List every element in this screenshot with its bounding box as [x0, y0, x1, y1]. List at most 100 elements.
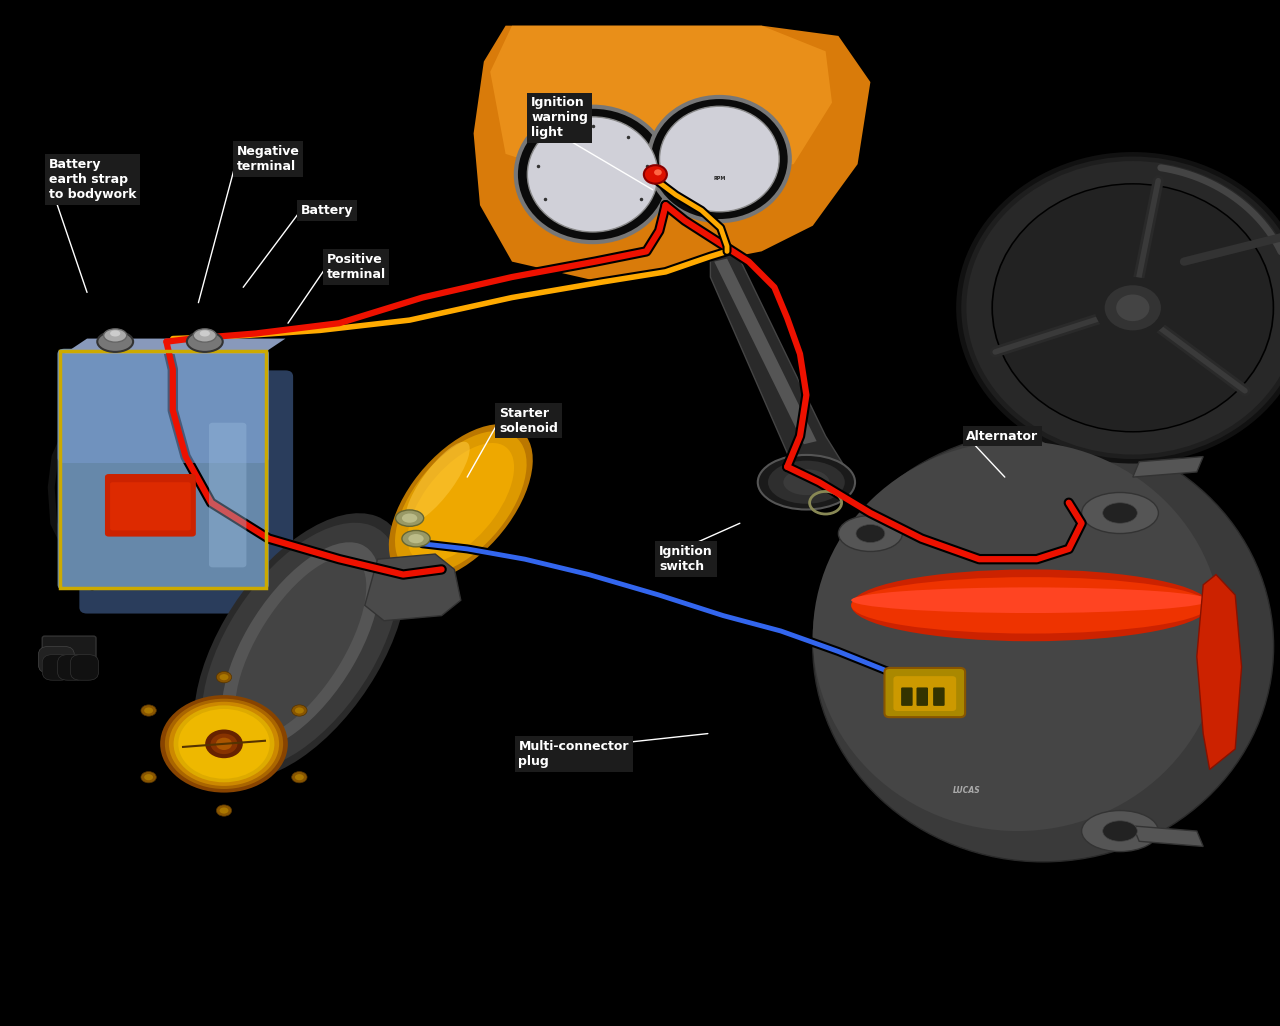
Ellipse shape: [141, 705, 156, 716]
Ellipse shape: [649, 97, 790, 222]
Ellipse shape: [758, 455, 855, 510]
FancyBboxPatch shape: [105, 474, 196, 537]
Ellipse shape: [1105, 285, 1161, 330]
FancyBboxPatch shape: [79, 370, 293, 614]
Ellipse shape: [966, 161, 1280, 455]
Polygon shape: [1197, 575, 1242, 770]
FancyBboxPatch shape: [42, 636, 96, 659]
FancyBboxPatch shape: [893, 676, 956, 711]
Ellipse shape: [396, 510, 424, 526]
Ellipse shape: [407, 443, 515, 562]
Ellipse shape: [961, 157, 1280, 459]
Ellipse shape: [292, 772, 307, 783]
Ellipse shape: [768, 461, 845, 504]
Ellipse shape: [294, 774, 303, 781]
Polygon shape: [474, 26, 870, 282]
Polygon shape: [1133, 457, 1203, 477]
FancyBboxPatch shape: [916, 687, 928, 706]
FancyBboxPatch shape: [933, 687, 945, 706]
Ellipse shape: [220, 674, 229, 680]
Ellipse shape: [406, 442, 470, 522]
Ellipse shape: [221, 543, 380, 750]
Text: RPM: RPM: [713, 176, 726, 182]
Ellipse shape: [110, 330, 120, 337]
FancyBboxPatch shape: [901, 687, 913, 706]
Ellipse shape: [294, 708, 303, 714]
FancyBboxPatch shape: [58, 655, 86, 680]
Text: Battery
earth strap
to bodywork: Battery earth strap to bodywork: [49, 158, 136, 201]
Ellipse shape: [195, 513, 407, 780]
Ellipse shape: [292, 705, 307, 716]
Text: Negative
terminal: Negative terminal: [237, 145, 300, 173]
Ellipse shape: [1103, 821, 1138, 841]
Polygon shape: [365, 554, 461, 621]
Ellipse shape: [402, 514, 417, 523]
Ellipse shape: [141, 772, 156, 783]
Text: LUCAS: LUCAS: [952, 786, 980, 794]
Ellipse shape: [402, 530, 430, 547]
Ellipse shape: [1116, 294, 1149, 321]
Ellipse shape: [178, 709, 270, 779]
Polygon shape: [490, 26, 832, 185]
Ellipse shape: [220, 807, 229, 814]
Ellipse shape: [654, 169, 662, 175]
Ellipse shape: [813, 431, 1274, 862]
Ellipse shape: [516, 107, 669, 242]
Text: Starter
solenoid: Starter solenoid: [499, 406, 558, 435]
Bar: [60, 351, 266, 588]
Ellipse shape: [104, 328, 127, 343]
Ellipse shape: [851, 577, 1210, 634]
Ellipse shape: [97, 331, 133, 352]
Ellipse shape: [1103, 503, 1138, 523]
Polygon shape: [714, 259, 817, 444]
Polygon shape: [64, 339, 285, 354]
Ellipse shape: [396, 431, 526, 575]
Ellipse shape: [160, 696, 288, 793]
Ellipse shape: [202, 522, 399, 771]
Ellipse shape: [193, 328, 216, 343]
Text: Ignition
warning
light: Ignition warning light: [531, 96, 588, 140]
Ellipse shape: [527, 117, 658, 232]
Ellipse shape: [851, 587, 1210, 614]
Ellipse shape: [187, 331, 223, 352]
Ellipse shape: [165, 699, 283, 789]
Ellipse shape: [169, 702, 279, 786]
FancyBboxPatch shape: [58, 349, 269, 463]
Ellipse shape: [838, 516, 902, 552]
Ellipse shape: [174, 706, 274, 782]
Ellipse shape: [216, 672, 232, 683]
Ellipse shape: [145, 708, 154, 714]
Polygon shape: [710, 251, 845, 482]
Ellipse shape: [389, 424, 532, 582]
Ellipse shape: [200, 330, 210, 337]
Ellipse shape: [993, 185, 1272, 431]
Ellipse shape: [210, 734, 238, 754]
FancyBboxPatch shape: [38, 646, 74, 673]
Polygon shape: [1133, 826, 1203, 846]
FancyBboxPatch shape: [110, 482, 191, 530]
Ellipse shape: [991, 183, 1275, 433]
Text: Positive
terminal: Positive terminal: [326, 252, 385, 281]
Text: Multi-connector
plug: Multi-connector plug: [518, 740, 628, 768]
Ellipse shape: [236, 557, 366, 736]
Ellipse shape: [956, 152, 1280, 464]
FancyBboxPatch shape: [884, 668, 965, 717]
Ellipse shape: [783, 469, 829, 496]
Ellipse shape: [1082, 492, 1158, 534]
Ellipse shape: [1094, 277, 1171, 339]
Ellipse shape: [408, 534, 424, 544]
Text: Ignition
switch: Ignition switch: [659, 545, 713, 574]
Ellipse shape: [851, 569, 1210, 641]
Text: Battery: Battery: [301, 204, 353, 216]
Ellipse shape: [659, 107, 780, 211]
FancyBboxPatch shape: [209, 423, 246, 567]
FancyBboxPatch shape: [70, 655, 99, 680]
Ellipse shape: [216, 738, 232, 750]
Text: Alternator: Alternator: [966, 430, 1038, 442]
Ellipse shape: [205, 729, 243, 758]
Polygon shape: [64, 580, 269, 585]
Ellipse shape: [644, 165, 667, 184]
FancyBboxPatch shape: [42, 655, 70, 680]
Ellipse shape: [813, 441, 1222, 831]
Ellipse shape: [856, 524, 884, 543]
